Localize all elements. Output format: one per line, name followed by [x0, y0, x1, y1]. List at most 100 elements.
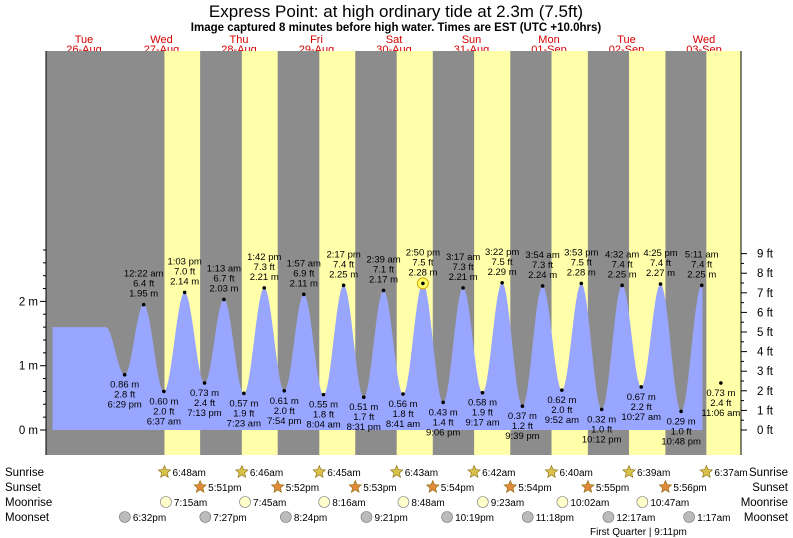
- tide-point: [560, 388, 564, 392]
- sunrise-icon: [622, 464, 636, 478]
- tide-height-ft: 2.0 ft: [551, 405, 572, 416]
- tide-point: [441, 400, 445, 405]
- moonrise-icon: [556, 496, 569, 508]
- sunset-icon: [580, 479, 595, 493]
- tide-time: 2:50 pm: [406, 247, 440, 258]
- right-axis-label: 7 ft: [757, 288, 774, 300]
- tide-time: 2:17 pm: [326, 249, 360, 260]
- tide-height-m: 2.29 m: [488, 267, 517, 278]
- moonrise-time: 10:47am: [650, 498, 689, 509]
- sunset-time: 5:52pm: [286, 483, 319, 494]
- sunrise-icon: [234, 464, 249, 478]
- tide-height-ft: 6.4 ft: [133, 279, 154, 290]
- moonset-icon: [199, 511, 212, 523]
- moonset-time: 7:27pm: [213, 513, 246, 524]
- sunrise-time: 6:37am: [714, 468, 747, 479]
- tide-time: 10:27 am: [621, 412, 661, 423]
- moonrise-time: 7:15am: [174, 498, 207, 509]
- tide-height-m: 0.60 m: [149, 396, 178, 407]
- sunrise-icon: [157, 464, 172, 478]
- tide-height-ft: 7.4 ft: [650, 258, 671, 269]
- moonrise-icon: [318, 496, 330, 508]
- row-label-sunrise-right: Sunrise: [749, 467, 788, 479]
- tide-point: [301, 292, 306, 297]
- tide-height-ft: 1.2 ft: [512, 421, 533, 432]
- tide-height-m: 2.11 m: [290, 278, 318, 289]
- tide-height-m: 0.62 m: [547, 395, 576, 406]
- tide-point: [141, 302, 146, 307]
- sunrise-icon: [467, 464, 482, 478]
- moonset-icon: [360, 511, 373, 523]
- right-axis-label: 5 ft: [757, 327, 774, 339]
- tide-time: 5:11 am: [685, 249, 719, 260]
- sunrise-icon: [699, 464, 714, 478]
- tide-height-m: 2.27 m: [646, 268, 675, 279]
- sunrise-icon: [312, 464, 327, 478]
- moonset-icon: [683, 511, 695, 523]
- tide-time: 7:23 am: [227, 418, 261, 429]
- tide-height-m: 2.25 m: [687, 269, 716, 280]
- tide-time: 1:42 pm: [247, 252, 281, 263]
- tide-height-m: 2.21 m: [449, 272, 478, 283]
- tide-point: [480, 390, 485, 395]
- tide-point: [122, 372, 127, 377]
- axes: 0 m 1 m 2 m 0 ft 1 ft 2 ft 3 ft 4 ft 5 ft 6 ft 7 f…: [19, 51, 774, 455]
- tide-point: [461, 286, 465, 290]
- tide-height-ft: 2.8 ft: [114, 390, 135, 401]
- left-axis-label: 0 m: [19, 425, 38, 437]
- tide-point: [341, 283, 346, 288]
- tide-height-m: 0.43 m: [429, 407, 458, 418]
- tide-time: 8:41 am: [386, 419, 420, 430]
- tide-height-ft: 7.1 ft: [373, 264, 394, 275]
- tide-height-m: 2.25 m: [329, 269, 358, 280]
- moonset-time: 6:32pm: [133, 513, 166, 524]
- sunset-time: 5:53pm: [363, 483, 396, 494]
- moonset-time: 1:17am: [697, 513, 730, 524]
- tide-point: [719, 381, 723, 385]
- moonset-time: 12:17am: [616, 513, 655, 524]
- tide-height-ft: 1.9 ft: [472, 408, 493, 419]
- tide-height-m: 2.21 m: [250, 272, 279, 283]
- chart-title: Express Point: at high ordinary tide at …: [209, 2, 583, 21]
- tide-height-m: 2.14 m: [170, 276, 199, 287]
- moonrise-time: 8:48am: [411, 498, 444, 509]
- tide-height-ft: 1.8 ft: [392, 409, 413, 420]
- tide-point: [182, 290, 187, 295]
- chart-subtitle: Image captured 8 minutes before high wat…: [191, 22, 602, 34]
- left-axis-label: 2 m: [19, 296, 38, 308]
- sunrise-time: 6:40am: [560, 468, 593, 479]
- tide-height-ft: 6.9 ft: [293, 268, 314, 279]
- moon-phase-note: First Quarter | 9:11pm: [590, 527, 687, 538]
- tide-time: 7:13 pm: [187, 408, 221, 419]
- tide-height-m: 0.57 m: [229, 398, 258, 409]
- tide-height-ft: 2.0 ft: [153, 406, 174, 417]
- moonrise-time: 10:02am: [570, 498, 609, 509]
- tide-time: 3:53 pm: [564, 247, 598, 258]
- tide-point: [520, 404, 525, 409]
- tide-time: 6:37 am: [147, 416, 181, 427]
- row-label-sunrise-left: Sunrise: [5, 467, 44, 479]
- right-axis-label: 9 ft: [757, 249, 774, 261]
- tide-time: 9:17 am: [465, 418, 499, 429]
- tide-point: [222, 297, 226, 302]
- right-axis-label: 1 ft: [757, 405, 774, 417]
- moonset-icon: [280, 511, 292, 523]
- tide-height-m: 0.32 m: [587, 414, 616, 425]
- sunrise-time: 6:43am: [405, 468, 438, 479]
- tide-time: 1:03 pm: [167, 256, 201, 267]
- tide-height-ft: 7.0 ft: [174, 266, 195, 277]
- tide-height-m: 2.25 m: [608, 269, 637, 280]
- tide-height-ft: 2.4 ft: [710, 398, 731, 409]
- right-axis-label: 6 ft: [757, 307, 774, 319]
- tide-time: 12:22 am: [124, 269, 164, 280]
- tide-height-m: 2.17 m: [369, 274, 398, 285]
- tide-time: 9:06 pm: [426, 427, 460, 438]
- row-label-sunset-left: Sunset: [5, 482, 42, 494]
- tide-height-ft: 1.4 ft: [433, 417, 454, 428]
- tide-time: 6:29 pm: [108, 400, 142, 411]
- tide-height-ft: 2.4 ft: [194, 398, 215, 409]
- right-axis-label: 4 ft: [757, 347, 774, 359]
- right-axis-label: 0 ft: [757, 425, 774, 437]
- tide-point: [658, 282, 663, 286]
